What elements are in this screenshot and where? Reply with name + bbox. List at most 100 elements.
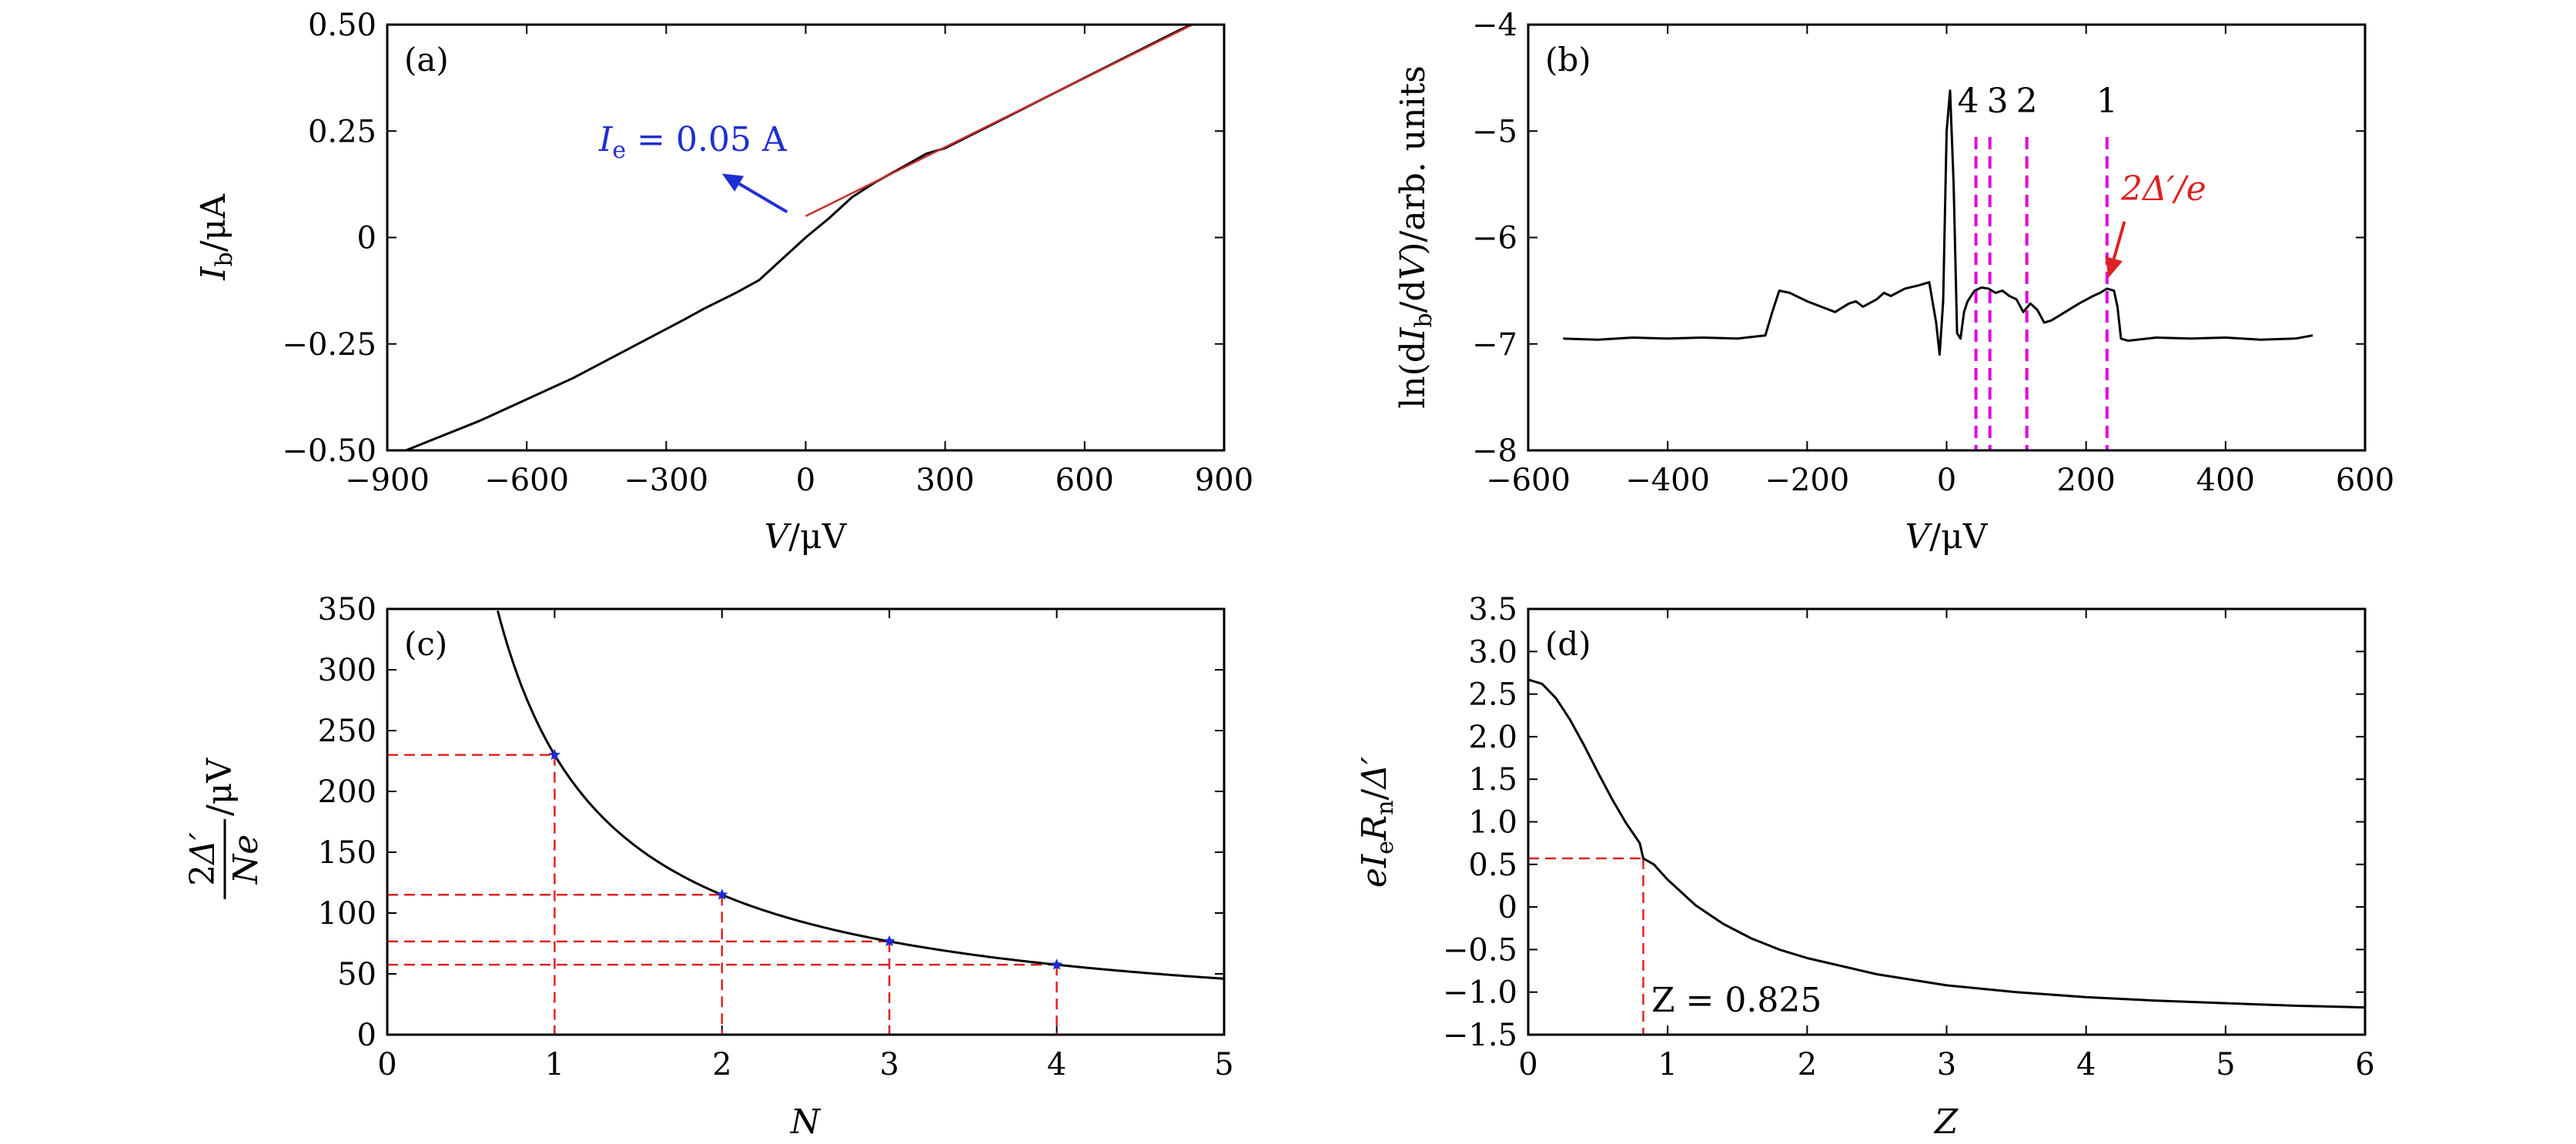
panel-a-ylabel: Ib/μA [194, 193, 238, 281]
panel-a-x-tick-labels: −900 −600 −300 0 300 600 900 [345, 463, 1253, 498]
y-tick-label: −7 [1472, 327, 1517, 363]
panel-d-frame [1527, 607, 2367, 1036]
peak-label: 3 [1987, 82, 2009, 121]
peak-label: 2 [2016, 82, 2038, 121]
panel-d-curve [1527, 678, 2366, 1009]
x-tick-label: 0 [1518, 1047, 1537, 1082]
y-tick-label: −4 [1472, 8, 1517, 43]
panel-b-xlabel: V/μV [1905, 517, 1989, 557]
panel-c-label: (c) [404, 625, 447, 663]
svg-text:2Δ′: 2Δ′ [183, 832, 222, 886]
y-tick-label: 100 [318, 896, 376, 932]
panel-c-y-tick-labels: 0 50 100 150 200 250 300 350 [318, 592, 376, 1053]
panel-a-annotation: Ie = 0.05 A [598, 120, 788, 214]
x-tick-label: 3 [1937, 1047, 1956, 1082]
panel-c: 0 1 2 3 4 5 0 50 100 150 200 250 300 350 (c) N 2Δ′ N… [183, 592, 1234, 1142]
y-tick-label: 3.0 [1468, 634, 1517, 670]
x-tick-label: 200 [2056, 463, 2115, 498]
x-tick-label: 600 [1055, 463, 1114, 498]
y-tick-label: 0 [1498, 890, 1517, 925]
x-tick-label: 0 [796, 463, 815, 498]
y-tick-label: 50 [337, 957, 376, 992]
y-tick-label: 0 [357, 221, 376, 256]
x-tick-label: 400 [2196, 463, 2255, 498]
svg-text:/μV: /μV [200, 758, 239, 816]
panel-c-curve [497, 610, 1225, 980]
y-tick-label: 300 [318, 653, 376, 688]
x-tick-label: 5 [1214, 1047, 1233, 1082]
y-tick-label: 2.0 [1468, 720, 1517, 755]
panel-a-xlabel: V/μV [764, 517, 848, 557]
y-tick-label: 1.5 [1468, 762, 1517, 798]
peak-label: 1 [2096, 82, 2118, 121]
panel-b-label: (b) [1545, 41, 1591, 79]
panel-c-x-tick-labels: 0 1 2 3 4 5 [377, 1047, 1233, 1082]
data-point-star [1051, 958, 1063, 970]
y-tick-label: 150 [318, 835, 376, 871]
x-tick-label: 1 [545, 1047, 564, 1082]
panel-b-ticks [1527, 24, 2366, 451]
panel-b-frame [1527, 23, 2367, 452]
panel-c-frame [386, 607, 1226, 1036]
panel-d-y-tick-labels: −1.5 −1.0 −0.5 0 0.5 1.0 1.5 2.0 2.5 3.0 3.5 [1443, 592, 1517, 1053]
panel-a-label: (a) [404, 41, 449, 79]
panel-d-guide-lines [1528, 857, 1644, 1035]
x-tick-label: −600 [484, 463, 569, 498]
x-tick-label: 600 [2336, 463, 2394, 498]
panel-d-xlabel: Z [1933, 1102, 1959, 1142]
y-tick-label: 0.5 [1468, 848, 1517, 883]
y-tick-label: 350 [318, 592, 376, 627]
svg-text:Ne: Ne [226, 835, 266, 885]
x-tick-label: −600 [1486, 463, 1571, 498]
panel-b-series [1563, 89, 2313, 356]
panel-b-annotation: 2Δ′/e [2105, 169, 2206, 279]
panel-a-frame [386, 23, 1226, 452]
peak-label: 4 [1958, 82, 1979, 121]
panel-b-annotation-arrow [2112, 221, 2126, 259]
x-tick-label: 900 [1195, 463, 1253, 498]
x-tick-label: 300 [915, 463, 974, 498]
panel-a-annotation-text: Ie = 0.05 A [598, 120, 788, 164]
panel-c-points [548, 748, 1063, 970]
panel-b-y-tick-labels: −8 −7 −6 −5 −4 [1472, 8, 1517, 469]
y-tick-label: 3.5 [1468, 592, 1517, 627]
x-tick-label: 4 [2076, 1047, 2096, 1082]
panel-b-ylabel: ln(dIb/dV)/arb. units [1393, 65, 1437, 409]
y-tick-label: −6 [1472, 221, 1517, 256]
panel-a-fit-line [805, 25, 1195, 217]
data-point-star [548, 748, 560, 761]
panel-b-annotation-text: 2Δ′/e [2120, 169, 2206, 209]
x-tick-label: 4 [1047, 1047, 1066, 1082]
x-tick-label: 0 [1937, 463, 1956, 498]
y-tick-label: −0.25 [282, 327, 376, 363]
x-tick-label: −900 [345, 463, 430, 498]
y-tick-label: 2.5 [1468, 677, 1517, 713]
x-tick-label: 1 [1658, 1047, 1677, 1082]
y-tick-label: −0.5 [1443, 932, 1517, 968]
data-point-star [716, 888, 728, 900]
y-tick-label: 250 [318, 714, 376, 749]
panel-b-x-tick-labels: −600 −400 −200 0 200 400 600 [1486, 463, 2394, 498]
x-tick-label: −200 [1765, 463, 1849, 498]
panel-d-ticks [1527, 608, 2366, 1035]
panel-a-y-tick-labels: −0.50 −0.25 0 0.25 0.50 [282, 8, 376, 469]
x-tick-label: 6 [2355, 1047, 2374, 1082]
panel-a-curves [402, 25, 1195, 450]
data-point-star [883, 935, 895, 947]
panel-a-annotation-arrowhead [721, 173, 744, 192]
panel-c-series [497, 610, 1225, 980]
panel-d-label: (d) [1545, 625, 1591, 663]
y-tick-label: 1.0 [1468, 805, 1517, 841]
y-tick-label: −5 [1472, 114, 1517, 149]
y-tick-label: 200 [318, 774, 376, 810]
panel-c-xlabel: N [790, 1102, 821, 1142]
x-tick-label: −300 [624, 463, 708, 498]
panel-b-conductance-curve [1563, 89, 2313, 356]
y-tick-label: 0 [357, 1018, 376, 1053]
panel-d-ylabel: eIeRn/Δ′ [1355, 757, 1399, 888]
panel-c-ylabel: 2Δ′ Ne /μV [183, 758, 266, 899]
y-tick-label: −8 [1472, 433, 1517, 469]
panel-a: −900 −600 −300 0 300 600 900 −0.50 −0.25 0 0.25 0.… [194, 8, 1253, 557]
y-tick-label: 0.50 [308, 8, 376, 43]
